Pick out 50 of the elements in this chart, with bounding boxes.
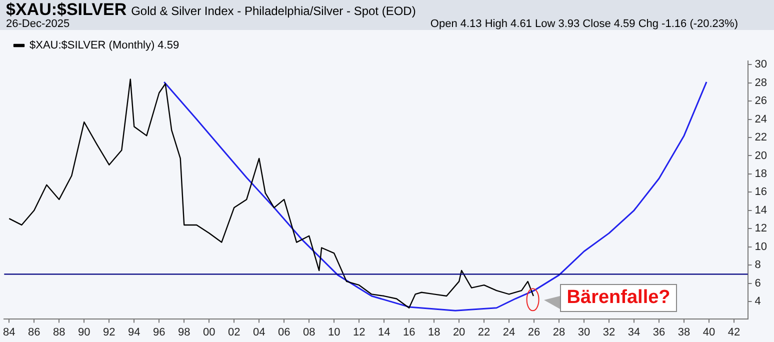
y-tick-label: 18 bbox=[754, 168, 768, 180]
x-tick-label: 40 bbox=[702, 326, 716, 338]
y-tick-label: 8 bbox=[754, 259, 761, 272]
x-tick-label: 38 bbox=[678, 326, 690, 338]
text: 26-Dec-2025 bbox=[6, 18, 70, 30]
y-tick-label: 30 bbox=[754, 58, 768, 71]
chart-title: $XAU:$SILVER bbox=[6, 0, 127, 19]
y-tick-label: 26 bbox=[754, 95, 768, 108]
x-tick-label: 34 bbox=[628, 326, 640, 338]
x-tick-label: 88 bbox=[53, 326, 66, 338]
x-tick-label: 32 bbox=[602, 326, 616, 338]
y-tick-label: 10 bbox=[754, 240, 768, 253]
y-tick-label: 14 bbox=[754, 204, 768, 216]
x-tick-label: 30 bbox=[578, 326, 590, 338]
x-tick-label: 96 bbox=[152, 326, 166, 338]
x-tick-label: 92 bbox=[103, 326, 116, 338]
x-tick-label: 42 bbox=[728, 326, 740, 338]
x-tick-label: 86 bbox=[28, 326, 40, 338]
chart-subtitle: Gold & Silver Index - Philadelphia/Silver - Spot (EOD) bbox=[131, 4, 416, 18]
x-tick-label: 84 bbox=[3, 326, 16, 338]
x-tick-label: 00 bbox=[202, 326, 216, 338]
x-tick-label: 26 bbox=[528, 326, 540, 338]
legend-label: $XAU:$SILVER (Monthly) 4.59 bbox=[30, 40, 180, 52]
y-tick-label: 24 bbox=[754, 113, 768, 126]
y-tick-label: 16 bbox=[754, 186, 768, 198]
x-tick-label: 12 bbox=[352, 326, 366, 338]
y-tick-label: 4 bbox=[754, 296, 761, 308]
x-tick-label: 16 bbox=[402, 326, 416, 338]
y-tick-label: 28 bbox=[754, 76, 768, 89]
x-tick-label: 98 bbox=[178, 326, 190, 338]
x-tick-label: 04 bbox=[252, 326, 266, 338]
x-tick-label: 08 bbox=[302, 326, 316, 338]
y-tick-label: 6 bbox=[754, 277, 761, 290]
annotation: Bärenfalle? bbox=[560, 284, 678, 312]
x-tick-label: 10 bbox=[328, 326, 340, 338]
x-tick-label: 28 bbox=[552, 326, 566, 338]
x-tick-label: 06 bbox=[278, 326, 290, 338]
x-tick-label: 20 bbox=[452, 326, 466, 338]
x-tick-label: 14 bbox=[378, 326, 390, 338]
x-tick-label: 02 bbox=[228, 326, 240, 338]
text: Open 4.13 High 4.61 Low 3.93 Close 4.59 Chg -1.16 (-20.23%) bbox=[430, 18, 738, 30]
x-tick-label: 18 bbox=[428, 326, 440, 338]
x-tick-label: 36 bbox=[652, 326, 666, 338]
x-tick-label: 90 bbox=[78, 326, 90, 338]
y-tick-label: 20 bbox=[754, 150, 768, 162]
y-tick-label: 22 bbox=[754, 132, 768, 144]
x-tick-label: 24 bbox=[502, 326, 516, 338]
x-tick-label: 94 bbox=[128, 326, 140, 338]
x-tick-label: 22 bbox=[478, 326, 490, 338]
y-tick-label: 12 bbox=[754, 222, 768, 235]
